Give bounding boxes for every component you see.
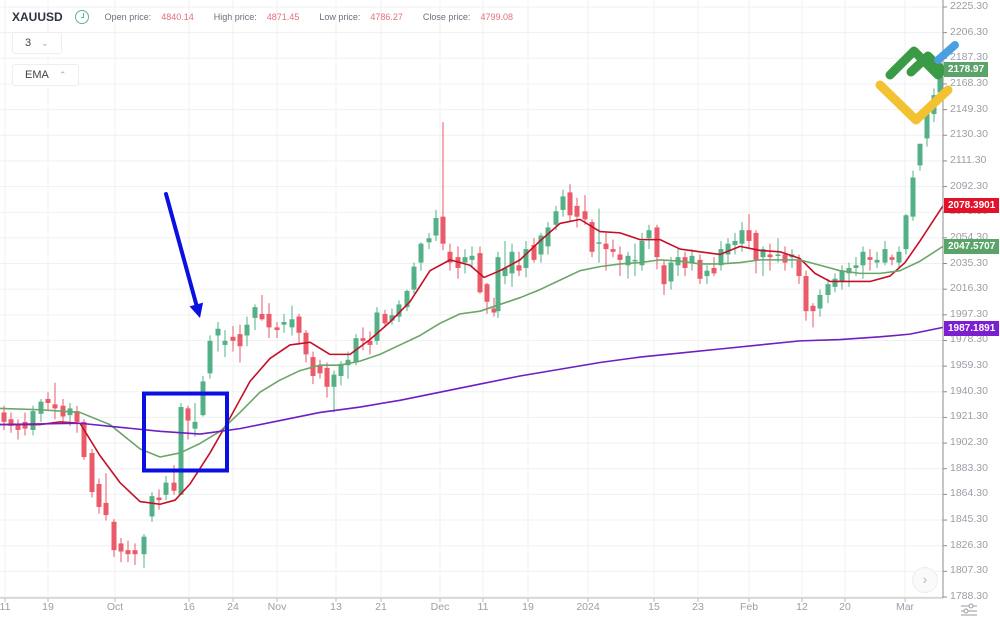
x-tick-label: Feb [739, 601, 759, 613]
x-tick-label: 16 [183, 601, 195, 613]
clock-icon[interactable] [74, 10, 89, 24]
ohlc-header: XAUUSD Open price: 4840.14 High price: 487… [12, 10, 525, 24]
ema-lines [0, 205, 944, 506]
y-tick-label: 1826.30 [950, 538, 988, 551]
x-tick-label: 2024 [576, 601, 600, 613]
y-tick-label: 1807.30 [950, 564, 988, 577]
x-tick-label: 20 [839, 601, 851, 613]
open-value: 4840.14 [161, 12, 194, 22]
y-tick-label: 1921.30 [950, 410, 988, 423]
y-tick-label: 1940.30 [950, 384, 988, 397]
annotations [142, 192, 229, 473]
last-price-tag: 2178.97 [944, 62, 989, 78]
y-tick-label: 1864.30 [950, 487, 988, 500]
symbol-label: XAUUSD [12, 10, 63, 24]
brand-logo-icon [875, 41, 959, 125]
x-tick-label: 24 [227, 601, 239, 613]
y-tick-label: 1978.30 [950, 333, 988, 346]
x-tick-label: Mar [895, 601, 915, 613]
y-tick-label: 1997.30 [950, 307, 988, 320]
x-tick-label: 21 [375, 601, 387, 613]
y-tick-label: 2168.30 [950, 76, 988, 89]
y-tick-label: 2111.30 [950, 153, 987, 166]
open-label: Open price: [104, 12, 152, 22]
x-tick-label: Oct [106, 601, 124, 613]
chevron-down-icon: ⌄ [41, 37, 49, 48]
low-label: Low price: [319, 12, 361, 22]
x-tick-label: 13 [330, 601, 342, 613]
y-tick-label: 1883.30 [950, 461, 988, 474]
scroll-right-button[interactable]: › [912, 567, 938, 593]
y-tick-label: 2092.30 [950, 179, 988, 192]
x-tick-label: Dec [430, 601, 450, 613]
chevron-up-icon: ⌃ [58, 69, 67, 80]
high-label: High price: [213, 12, 257, 22]
x-tick-label: 19 [522, 601, 534, 613]
interval-dropdown[interactable]: 3 ⌄ [12, 32, 62, 54]
close-value: 4799.08 [480, 12, 513, 22]
low-value: 4786.27 [370, 12, 403, 22]
y-tick-label: 1788.30 [950, 590, 988, 602]
y-tick-label: 2016.30 [950, 282, 988, 295]
ema-slow-tag: 1987.1891 [944, 320, 1000, 336]
settings-sliders-icon[interactable] [960, 602, 978, 616]
y-tick-label: 1902.30 [950, 436, 988, 449]
x-tick-label: 11 [477, 601, 489, 613]
interval-value: 3 [25, 37, 32, 49]
close-label: Close price: [422, 12, 471, 22]
chart-grid [0, 0, 943, 598]
high-value: 4871.45 [266, 12, 300, 22]
candlesticks [1, 68, 943, 568]
y-tick-label: 2206.30 [950, 25, 988, 38]
y-tick-label: 1959.30 [950, 359, 988, 372]
y-tick-label: 1845.30 [950, 513, 988, 526]
indicator-label: EMA [25, 69, 49, 81]
x-tick-label: Nov [267, 601, 287, 613]
x-tick-label: 12 [796, 601, 808, 613]
y-tick-label: 2130.30 [950, 128, 988, 141]
y-tick-label: 2187.30 [950, 51, 988, 64]
ema-mid-tag: 2047.5707 [944, 239, 1000, 255]
ema-fast-tag: 2078.3901 [944, 197, 1000, 213]
y-tick-label: 2035.30 [950, 256, 988, 269]
x-tick-label: 23 [692, 601, 704, 613]
indicator-dropdown[interactable]: EMA ⌃ [12, 64, 80, 86]
y-tick-label: 2149.30 [950, 102, 988, 115]
y-axis-ticks [4, 6, 947, 602]
x-tick-label: 15 [648, 601, 660, 613]
y-tick-label: 2225.30 [950, 0, 988, 12]
x-tick-label: 11 [0, 601, 11, 613]
x-tick-label: 19 [42, 601, 54, 613]
chevron-right-icon: › [922, 571, 928, 587]
